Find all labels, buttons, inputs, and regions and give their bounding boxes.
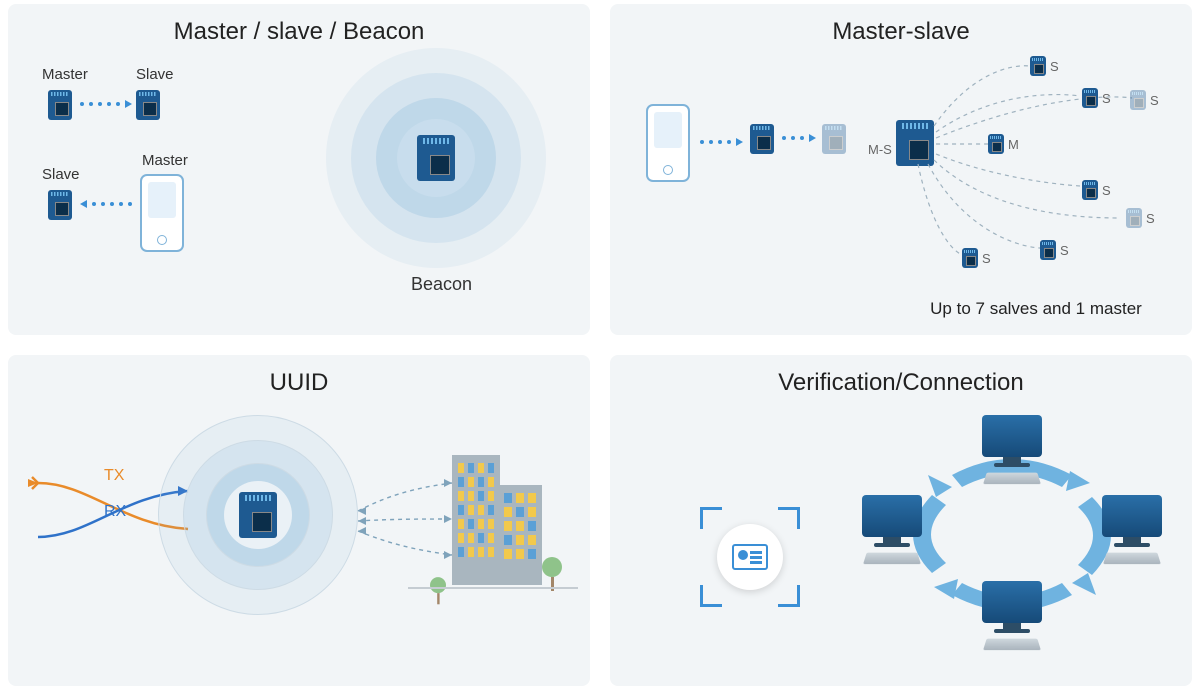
panel-master-slave-topology: Master-slave M-S S <box>610 4 1192 335</box>
chip-icon <box>48 190 72 220</box>
chip-icon <box>48 90 72 120</box>
panel-title: Master / slave / Beacon <box>28 18 570 46</box>
label-rx: RX <box>104 503 126 521</box>
panel-title: Verification/Connection <box>630 369 1172 397</box>
feature-grid: Master / slave / Beacon Master Slave Sla… <box>0 0 1200 690</box>
beacon-ripple-icon <box>326 48 546 268</box>
topology-links-icon <box>610 4 1190 324</box>
label-beacon: Beacon <box>411 274 472 294</box>
label-slave: Slave <box>42 166 80 183</box>
panel-uuid: UUID TX RX <box>8 355 590 686</box>
uuid-ripple-icon <box>158 415 358 615</box>
computer-icon <box>972 581 1052 651</box>
panel-title: UUID <box>28 369 570 397</box>
tree-icon <box>542 557 562 686</box>
computer-icon <box>852 495 932 565</box>
chip-icon <box>1126 208 1142 228</box>
label-s: S <box>982 251 991 266</box>
chip-icon <box>1082 180 1098 200</box>
label-s: S <box>1060 243 1069 258</box>
label-master: Master <box>142 152 188 169</box>
chip-icon <box>988 134 1004 154</box>
label-master: Master <box>42 66 88 83</box>
chip-icon <box>1130 90 1146 110</box>
dotted-arrow-icon <box>80 200 132 208</box>
chip-icon <box>239 492 277 538</box>
panel-verification-connection: Verification/Connection <box>610 355 1192 686</box>
id-badge-icon <box>717 524 783 590</box>
uuid-link-arrows-icon <box>352 475 462 565</box>
label-s: S <box>1102 183 1111 198</box>
label-s: S <box>1102 91 1111 106</box>
label-m: M <box>1008 137 1019 152</box>
chip-icon <box>1030 56 1046 76</box>
dotted-arrow-icon <box>80 100 132 108</box>
panel-master-slave-beacon: Master / slave / Beacon Master Slave Sla… <box>8 4 590 335</box>
label-slave: Slave <box>136 66 174 83</box>
label-s: S <box>1146 211 1155 226</box>
building-icon <box>452 455 542 585</box>
id-card-icon <box>732 544 768 570</box>
label-tx: TX <box>104 467 124 485</box>
chip-icon <box>417 135 455 181</box>
computer-icon <box>1092 495 1172 565</box>
phone-icon <box>140 174 184 252</box>
computer-icon <box>972 415 1052 485</box>
topology-footer: Up to 7 salves and 1 master <box>910 299 1162 319</box>
label-s: S <box>1050 59 1059 74</box>
scan-frame-icon <box>700 507 800 607</box>
network-ring-icon <box>862 415 1162 655</box>
chip-icon <box>1040 240 1056 260</box>
label-s: S <box>1150 93 1159 108</box>
chip-icon <box>962 248 978 268</box>
tree-icon <box>430 577 446 674</box>
ground-line <box>408 587 578 589</box>
chip-icon <box>136 90 160 120</box>
chip-icon <box>1082 88 1098 108</box>
